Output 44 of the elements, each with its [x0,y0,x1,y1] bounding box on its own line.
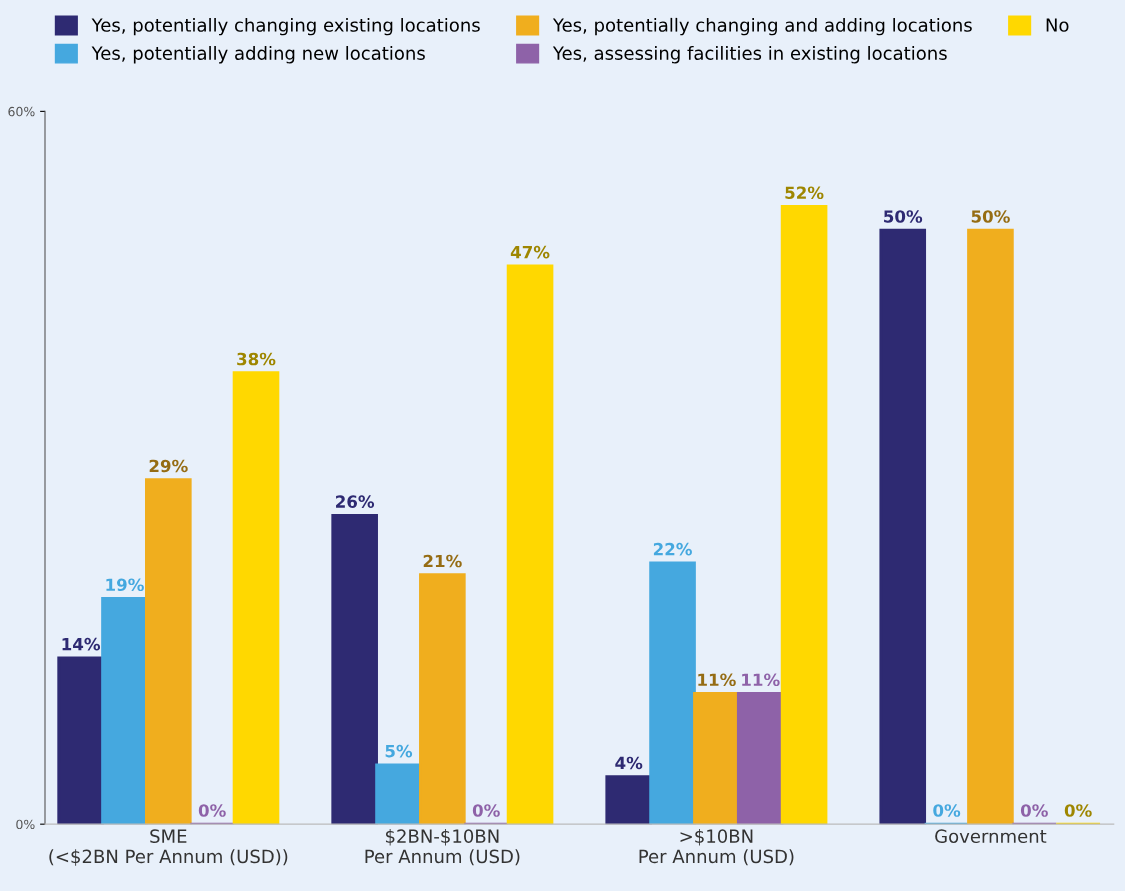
x-tick-label: >$10BN Per Annum (USD) [639,829,794,866]
bar [736,692,784,825]
bar [649,561,696,825]
bar [232,371,280,825]
x-tick-label: Government [935,829,1047,844]
bar [506,264,554,825]
data-label: 0% [1020,804,1048,817]
bar [375,763,422,825]
legend-label: Yes, potentially changing existing locations [91,17,480,36]
legend-label: Yes, potentially adding new locations [91,46,425,64]
data-label: 4% [615,756,643,770]
data-label: 14% [62,637,101,651]
y-tick-label: 60% [8,106,35,117]
data-label: 50% [884,210,923,223]
bar [879,228,927,825]
data-label: 0% [1064,804,1092,817]
legend-label: Yes, potentially changing and adding locations [552,17,972,36]
bar [780,205,828,825]
bar [419,573,466,825]
data-label: 38% [237,352,276,366]
bar [101,597,148,825]
bar [145,478,192,825]
data-label: 26% [336,495,375,508]
x-tick-label: $2BN-$10BN Per Annum (USD) [365,829,520,866]
data-label: 5% [385,744,413,758]
data-label: 50% [971,210,1010,223]
data-label: 0% [472,804,500,817]
data-label: 22% [653,542,692,556]
bar [331,513,378,825]
data-label: 21% [423,554,462,568]
bar [967,228,1014,825]
data-label: 11% [742,673,780,687]
data-label: 0% [198,804,226,817]
legend-label: No [1046,18,1069,32]
legend-label: Yes, assessing facilities in existing locations [552,46,947,64]
bar [57,656,104,825]
data-label: 29% [149,459,188,473]
data-label: 19% [106,578,144,592]
data-label: 11% [698,673,736,687]
data-label: 0% [933,804,961,817]
data-label: 47% [510,245,550,259]
bar [693,692,740,825]
x-tick-label: SME (<$2BN Per Annum (USD)) [49,829,288,866]
data-label: 52% [785,186,824,200]
